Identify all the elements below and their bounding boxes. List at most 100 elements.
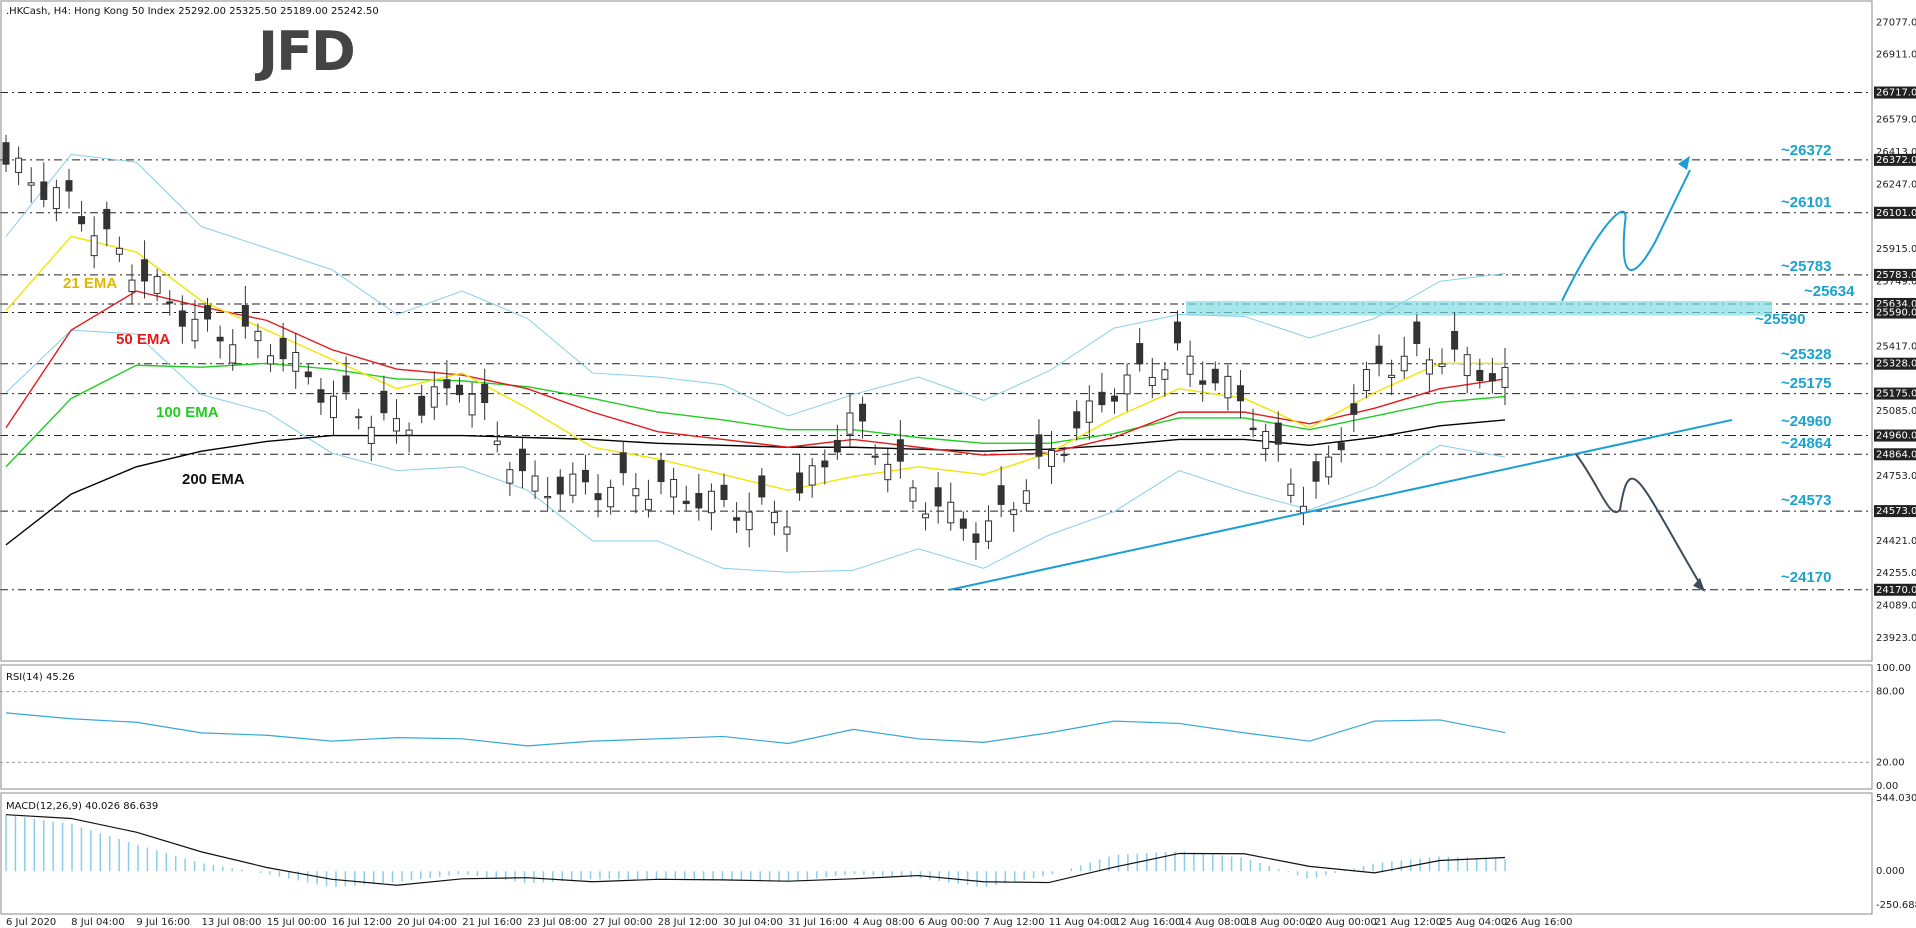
- candle-body-down: [78, 216, 86, 225]
- candle-body-down: [796, 472, 804, 494]
- candle: [1312, 453, 1320, 499]
- candle-body-down: [481, 383, 489, 404]
- candle-body-down: [141, 259, 149, 282]
- candle-body-up: [1148, 376, 1156, 386]
- price-tick-label: 24089.00: [1876, 601, 1916, 612]
- candle: [695, 473, 703, 521]
- candle: [682, 485, 690, 512]
- price-box: [1874, 357, 1916, 370]
- main-panel-border: [0, 0, 1873, 662]
- candle-body-down: [972, 533, 980, 543]
- candle: [229, 329, 237, 371]
- price-box-label: 24170.00: [1876, 585, 1916, 596]
- candle-body-down: [204, 305, 212, 320]
- candle-body-up: [367, 426, 375, 444]
- candle: [1211, 361, 1219, 391]
- candle: [1048, 430, 1056, 484]
- candle: [1249, 408, 1257, 438]
- candle-body-down: [556, 476, 564, 495]
- bearish-scenario-path: [1575, 453, 1701, 585]
- candle: [1173, 310, 1181, 351]
- resistance-zone: [1186, 300, 1772, 316]
- candle-body-down: [1035, 434, 1043, 457]
- candle: [720, 473, 728, 508]
- candle-body-down: [594, 493, 602, 501]
- candle: [1123, 363, 1131, 412]
- level-label-25328: ~25328: [1781, 346, 1831, 363]
- candle-body-down: [1413, 321, 1421, 345]
- candle: [972, 522, 980, 560]
- candle: [330, 380, 338, 436]
- candle: [959, 511, 967, 541]
- candle: [657, 452, 665, 495]
- candle: [216, 325, 224, 359]
- candle: [644, 479, 652, 518]
- candle-body-down: [1337, 442, 1345, 451]
- candle-body-down: [443, 379, 451, 389]
- level-label-26372: ~26372: [1781, 142, 1831, 159]
- candle: [1325, 445, 1333, 485]
- candle: [1350, 384, 1358, 432]
- candle: [531, 460, 539, 499]
- candle: [2, 134, 10, 172]
- candle-body-up: [707, 490, 715, 514]
- candle-body-up: [52, 187, 60, 210]
- candle: [1337, 427, 1345, 463]
- price-box-label: 24960.00: [1876, 431, 1916, 442]
- time-tick-label: 15 Jul 00:00: [267, 917, 327, 928]
- jfd-logo: JFD: [254, 20, 354, 83]
- time-tick-label: 6 Aug 00:00: [918, 917, 979, 928]
- candle: [1501, 347, 1509, 405]
- candle: [1262, 423, 1270, 462]
- time-tick-label: 9 Jul 16:00: [136, 917, 190, 928]
- candle: [544, 476, 552, 511]
- bullish-arrowhead: [1678, 155, 1690, 170]
- candle-body-down: [216, 336, 224, 342]
- candle-body-down: [518, 448, 526, 472]
- candle: [871, 444, 879, 466]
- candle: [733, 502, 741, 533]
- time-tick-label: 14 Aug 08:00: [1179, 917, 1246, 928]
- candle-body-down: [720, 484, 728, 501]
- candle-body-up: [846, 412, 854, 435]
- time-tick-label: 21 Aug 12:00: [1375, 917, 1442, 928]
- price-box: [1874, 153, 1916, 166]
- candle-body-down: [317, 389, 325, 403]
- price-box: [1874, 86, 1916, 99]
- macd-tick-label: 544.030: [1876, 793, 1916, 804]
- price-box-label: 24573.00: [1876, 506, 1916, 517]
- candle: [52, 179, 60, 222]
- candle: [141, 240, 149, 299]
- price-tick-label: 25085.00: [1876, 406, 1916, 417]
- time-tick-label: 20 Jul 04:00: [397, 917, 457, 928]
- candle: [783, 511, 791, 552]
- time-tick-label: 25 Aug 04:00: [1440, 917, 1507, 928]
- candle-body-up: [808, 465, 816, 486]
- macd-signal-line: [5, 814, 1506, 886]
- ema50-line: [5, 290, 1506, 456]
- ema21-line: [5, 235, 1505, 491]
- candle: [204, 297, 212, 332]
- time-tick-label: 28 Jul 12:00: [658, 917, 718, 928]
- candle-body-down: [1111, 395, 1119, 402]
- price-box: [1874, 505, 1916, 518]
- candle-body-up: [871, 455, 879, 458]
- time-tick-label: 7 Aug 12:00: [984, 917, 1045, 928]
- candle-body-up: [1463, 354, 1471, 377]
- candle: [1287, 468, 1295, 504]
- candle-body-down: [1249, 427, 1257, 431]
- candle: [1476, 358, 1484, 389]
- support-trendline: [949, 418, 1733, 591]
- candle-body-up: [1425, 359, 1433, 375]
- macd-panel: 544.030 0.000 -250.688: [5, 793, 1916, 911]
- candle: [418, 384, 426, 424]
- price-tick-label: 26247.00: [1876, 179, 1916, 190]
- candle: [518, 437, 526, 489]
- time-tick-label: 11 Aug 04:00: [1049, 917, 1116, 928]
- time-tick-label: 16 Jul 12:00: [332, 917, 392, 928]
- time-tick-label: 30 Jul 04:00: [723, 917, 783, 928]
- candles-group: [2, 134, 1509, 560]
- candle-body-up: [1501, 366, 1509, 388]
- ema21-label: 21 EMA: [63, 275, 117, 292]
- candle-body-down: [682, 500, 690, 505]
